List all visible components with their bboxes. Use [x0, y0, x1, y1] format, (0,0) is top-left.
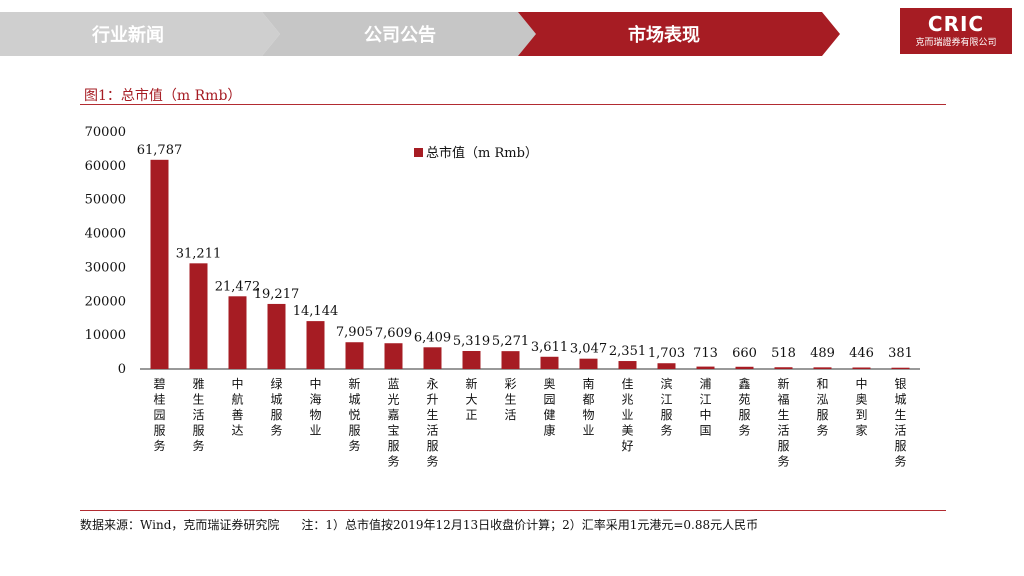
bar [228, 296, 247, 369]
bar-value-label: 3,611 [531, 340, 568, 355]
x-tick-label: 中奥到家 [855, 376, 867, 438]
x-tick-label: 永升生活服务 [426, 377, 438, 469]
bar [189, 263, 208, 369]
bar [150, 159, 169, 369]
bar [384, 343, 403, 369]
x-tick-label: 滨江服务 [660, 376, 672, 438]
footer-source: 数据来源：Wind，克而瑞证券研究院 注：1）总市值按2019年12月13日收盘价… [80, 516, 758, 533]
x-tick-label: 南都物业 [582, 376, 594, 438]
tab-industry-news[interactable]: 行业新闻 [0, 12, 280, 56]
bar [696, 366, 715, 369]
bar [579, 358, 598, 369]
tab-label: 公司公告 [364, 25, 436, 46]
title-divider [80, 104, 946, 105]
bar [501, 351, 520, 369]
bar [852, 367, 871, 369]
bar [267, 303, 286, 369]
x-tick-label: 蓝光嘉宝服务 [387, 377, 399, 469]
y-tick-label: 20000 [85, 294, 126, 309]
tab-label: 行业新闻 [92, 25, 164, 46]
x-tick-label: 浦江中国 [699, 377, 711, 438]
x-tick-label: 佳兆业美好 [621, 377, 633, 453]
x-tick-label: 新福生活服务 [777, 376, 789, 469]
bar-value-label: 660 [732, 346, 757, 361]
y-tick-label: 50000 [85, 193, 126, 208]
x-tick-label: 鑫苑服务 [738, 376, 750, 438]
tab-market-performance[interactable]: 市场表现 [518, 12, 840, 56]
y-tick-label: 10000 [85, 328, 126, 343]
bar-value-label: 381 [888, 346, 913, 361]
bar-value-label: 446 [849, 346, 874, 361]
bar-value-label: 61,787 [137, 143, 183, 158]
x-tick-label: 银城生活服务 [894, 377, 906, 469]
bar-value-label: 14,144 [293, 304, 339, 319]
y-tick-label: 30000 [85, 260, 126, 275]
x-tick-label: 绿城服务 [270, 376, 282, 438]
bar [813, 367, 832, 369]
nav-bar: 行业新闻 公司公告 市场表现 [0, 12, 840, 56]
bar [891, 367, 910, 369]
bar [462, 350, 481, 369]
bar-value-label: 5,271 [492, 334, 529, 349]
y-tick-label: 70000 [85, 125, 126, 140]
bar-value-label: 19,217 [254, 287, 300, 302]
x-tick-label: 彩生活 [504, 377, 516, 422]
x-tick-label: 新大正 [465, 376, 477, 422]
logo-subtitle: 克而瑞證券有限公司 [915, 37, 997, 48]
bar-value-label: 713 [693, 346, 718, 361]
x-tick-label: 奥园健康 [543, 377, 555, 438]
bar-value-label: 6,409 [414, 330, 451, 345]
footer-divider [80, 510, 946, 511]
bar [540, 356, 559, 369]
bar-value-label: 7,905 [336, 325, 373, 340]
x-tick-label: 中航善达 [231, 376, 243, 438]
chart-legend: 总市值（m Rmb） [414, 145, 538, 161]
x-tick-label: 碧桂园服务 [153, 377, 165, 453]
logo-mark: CRIC [927, 11, 985, 36]
cric-logo: CRIC 克而瑞證券有限公司 [900, 8, 1012, 54]
bar-value-label: 5,319 [453, 334, 490, 349]
tab-label: 市场表现 [628, 25, 700, 46]
bar-value-label: 21,472 [215, 279, 261, 294]
bar [423, 347, 442, 369]
bar-value-label: 1,703 [648, 346, 685, 361]
bar-value-label: 7,609 [375, 326, 412, 341]
bar-value-label: 3,047 [570, 342, 607, 357]
x-axis-labels: 碧桂园服务 雅生活服务 中航善达 绿城服务 中海物业 新城悦服务 蓝光嘉宝服务 永升生活服务 新… [153, 376, 906, 469]
note-text: 注：1）总市值按2019年12月13日收盘价计算；2）汇率采用1元港元=0.88… [301, 518, 759, 532]
bar [345, 342, 364, 369]
legend-swatch [414, 148, 423, 157]
legend-label: 总市值（m Rmb） [426, 145, 538, 161]
bar [774, 367, 793, 369]
y-tick-label: 60000 [85, 159, 126, 174]
bar [618, 361, 637, 369]
source-text: 数据来源：Wind，克而瑞证券研究院 [80, 518, 280, 532]
figure-title: 图1：总市值（m Rmb） [84, 88, 242, 104]
bar-value-label: 518 [771, 346, 796, 361]
x-tick-label: 新城悦服务 [348, 376, 360, 453]
x-tick-label: 和泓服务 [816, 377, 828, 438]
y-tick-label: 0 [118, 362, 126, 377]
bar [657, 363, 676, 369]
y-tick-label: 40000 [85, 227, 126, 242]
x-tick-label: 中海物业 [309, 376, 321, 438]
bar [306, 321, 325, 369]
bar-value-label: 489 [810, 346, 835, 361]
bar-value-label: 2,351 [609, 344, 646, 359]
bar-value-label: 31,211 [176, 246, 222, 261]
tab-company-announcements[interactable]: 公司公告 [262, 12, 538, 56]
x-tick-label: 雅生活服务 [192, 376, 204, 453]
bar [735, 366, 754, 369]
